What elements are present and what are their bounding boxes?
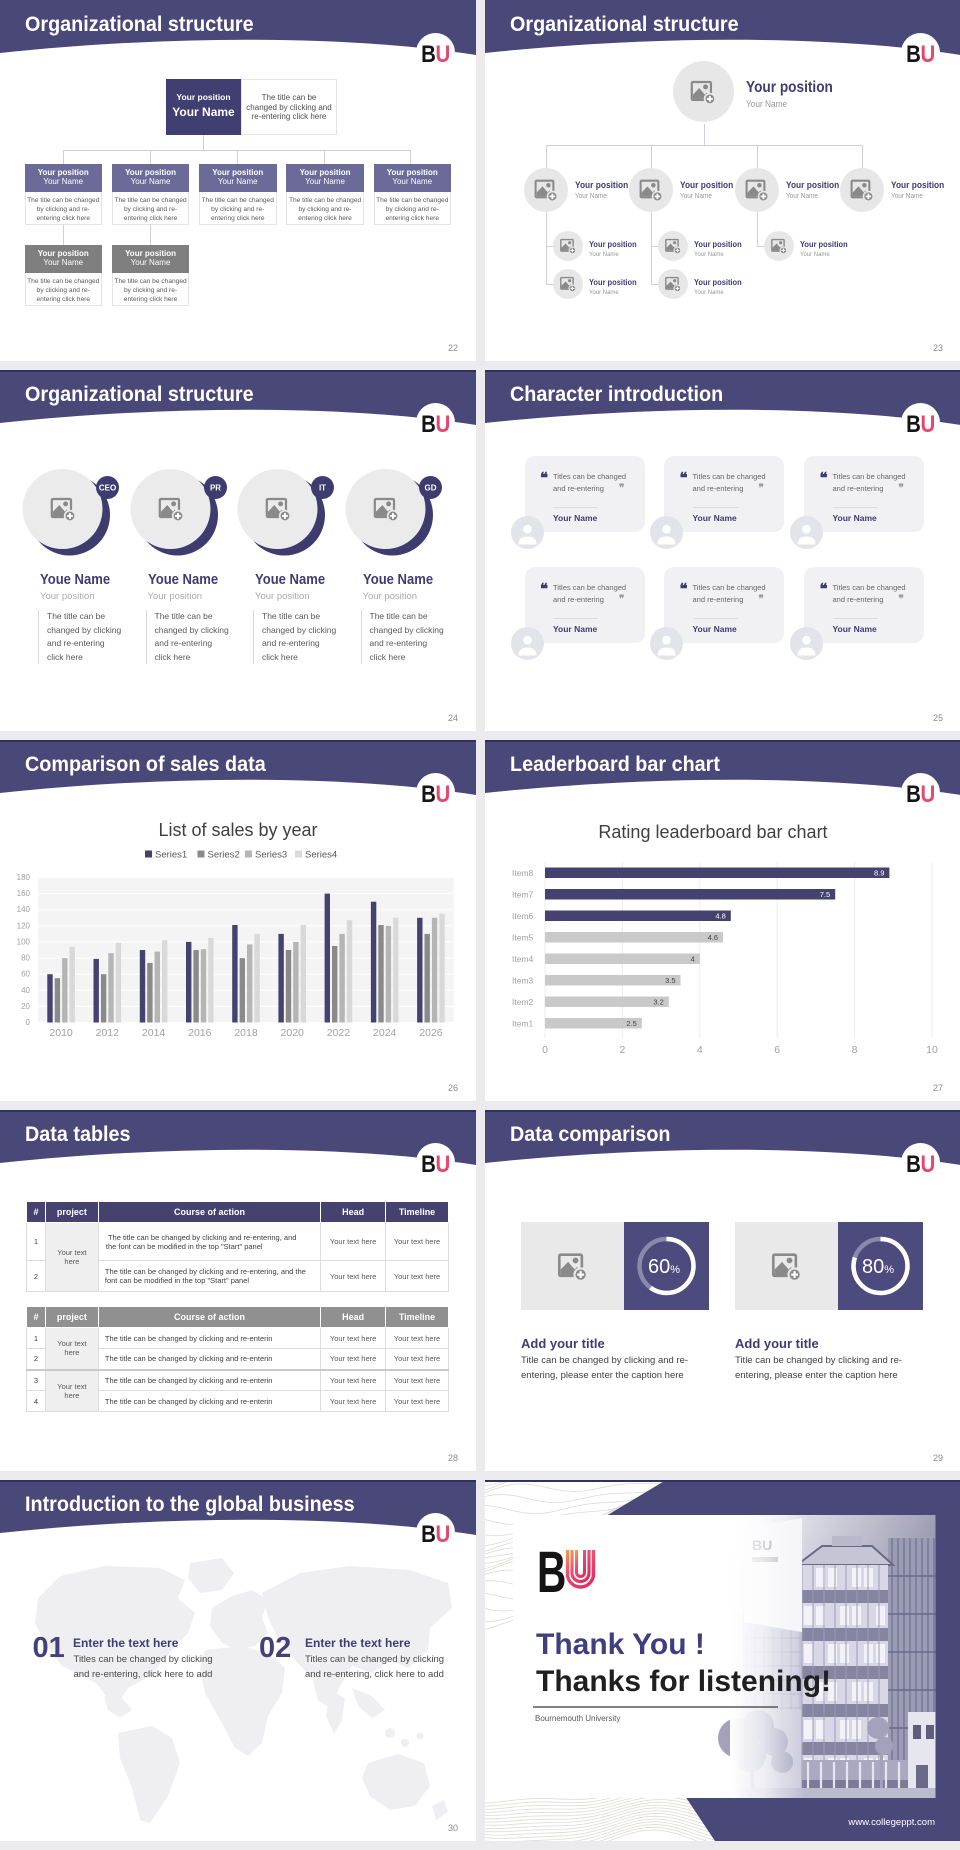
svg-text:8: 8	[852, 1044, 858, 1056]
svg-text:60%: 60%	[647, 1256, 679, 1278]
svg-text:Item7: Item7	[512, 890, 534, 900]
svg-text:7.5: 7.5	[820, 890, 830, 899]
svg-text:Bournemouth University: Bournemouth University	[535, 1714, 620, 1723]
svg-text:www.collegeppt.com: www.collegeppt.com	[847, 1817, 935, 1828]
svg-text:GD: GD	[424, 484, 436, 493]
svg-text:0: 0	[542, 1044, 548, 1056]
svg-text:2024: 2024	[373, 1027, 397, 1039]
svg-text:Series2: Series2	[208, 850, 240, 861]
svg-text:2018: 2018	[234, 1027, 258, 1039]
svg-text:4.6: 4.6	[708, 933, 718, 942]
svg-text:60: 60	[21, 970, 30, 979]
svg-text:2: 2	[619, 1044, 625, 1056]
svg-text:40: 40	[21, 986, 30, 995]
svg-text:Item3: Item3	[512, 976, 534, 986]
svg-text:20: 20	[21, 1002, 30, 1011]
svg-text:2020: 2020	[281, 1027, 305, 1039]
svg-text:Item2: Item2	[512, 997, 534, 1007]
svg-text:Thank You !: Thank You !	[536, 1628, 705, 1661]
svg-text:Series3: Series3	[255, 850, 287, 861]
svg-text:140: 140	[17, 905, 31, 914]
svg-text:Item4: Item4	[512, 954, 534, 964]
svg-text:3.5: 3.5	[665, 976, 675, 985]
svg-text:2.5: 2.5	[626, 1019, 636, 1028]
svg-text:2010: 2010	[49, 1027, 73, 1039]
svg-text:180: 180	[17, 873, 31, 882]
svg-text:10: 10	[926, 1044, 938, 1056]
svg-text:2026: 2026	[419, 1027, 443, 1039]
svg-text:160: 160	[17, 889, 31, 898]
svg-text:Series4: Series4	[305, 850, 337, 861]
svg-text:8.9: 8.9	[874, 869, 884, 878]
svg-text:Item5: Item5	[512, 933, 534, 943]
svg-text:6: 6	[774, 1044, 780, 1056]
svg-text:4: 4	[691, 955, 695, 964]
svg-text:CEO: CEO	[99, 484, 116, 493]
svg-text:0: 0	[26, 1018, 31, 1027]
svg-text:120: 120	[17, 921, 31, 930]
svg-text:IT: IT	[319, 484, 326, 493]
svg-text:2014: 2014	[142, 1027, 166, 1039]
svg-text:Item6: Item6	[512, 911, 534, 921]
svg-text:2016: 2016	[188, 1027, 212, 1039]
svg-text:4: 4	[697, 1044, 703, 1056]
svg-text:80%: 80%	[861, 1256, 893, 1278]
svg-text:B: B	[537, 1540, 566, 1605]
svg-text:Item8: Item8	[512, 868, 534, 878]
svg-text:Item1: Item1	[512, 1019, 534, 1029]
svg-text:3.2: 3.2	[653, 998, 663, 1007]
svg-text:100: 100	[17, 937, 31, 946]
svg-text:PR: PR	[209, 484, 220, 493]
svg-text:4.8: 4.8	[715, 912, 725, 921]
svg-text:2012: 2012	[96, 1027, 120, 1039]
svg-text:Series1: Series1	[155, 850, 187, 861]
svg-text:80: 80	[21, 954, 30, 963]
svg-text:Thanks for listening!: Thanks for listening!	[536, 1665, 831, 1698]
svg-text:2022: 2022	[327, 1027, 351, 1039]
